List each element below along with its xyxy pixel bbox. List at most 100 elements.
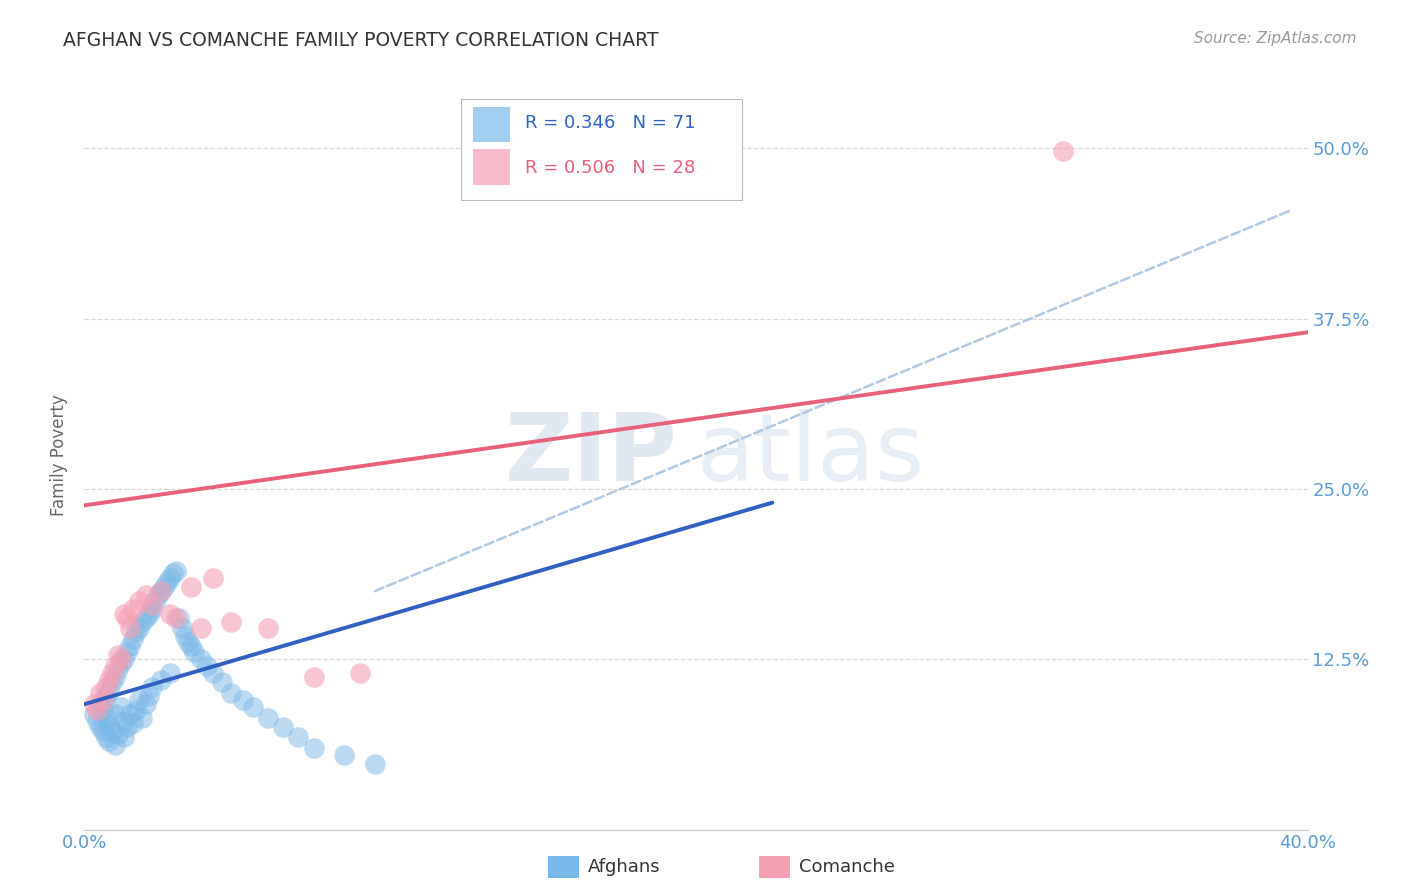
Point bbox=[104, 659, 127, 673]
Point bbox=[167, 611, 190, 625]
Point bbox=[107, 662, 129, 676]
Point bbox=[149, 673, 172, 687]
Point bbox=[149, 584, 172, 599]
Y-axis label: Family Poverty: Family Poverty bbox=[51, 394, 69, 516]
Point bbox=[219, 686, 242, 700]
Point bbox=[165, 564, 187, 578]
FancyBboxPatch shape bbox=[474, 149, 510, 186]
Point bbox=[86, 714, 108, 728]
Point bbox=[138, 607, 160, 622]
Point bbox=[91, 703, 114, 717]
Point bbox=[94, 711, 117, 725]
Point bbox=[104, 738, 127, 752]
Point bbox=[180, 580, 202, 594]
Point bbox=[89, 720, 111, 734]
Point bbox=[211, 675, 233, 690]
Point bbox=[159, 570, 181, 584]
Point bbox=[91, 724, 114, 739]
Point bbox=[86, 703, 108, 717]
Point bbox=[141, 602, 163, 616]
Point bbox=[128, 693, 150, 707]
Point bbox=[128, 593, 150, 607]
Point bbox=[107, 727, 129, 741]
Point bbox=[135, 697, 157, 711]
Point bbox=[97, 673, 120, 687]
Point bbox=[83, 706, 105, 721]
Point bbox=[101, 665, 124, 680]
Point bbox=[131, 711, 153, 725]
Point bbox=[333, 747, 356, 762]
Point bbox=[174, 629, 197, 643]
Text: atlas: atlas bbox=[696, 409, 924, 501]
Text: R = 0.506   N = 28: R = 0.506 N = 28 bbox=[524, 159, 695, 177]
Point bbox=[138, 689, 160, 703]
Point bbox=[190, 652, 212, 666]
Point bbox=[159, 607, 181, 622]
Point bbox=[141, 598, 163, 612]
Point bbox=[1052, 144, 1074, 158]
Text: R = 0.346   N = 71: R = 0.346 N = 71 bbox=[524, 114, 695, 132]
Point bbox=[101, 675, 124, 690]
Point bbox=[257, 621, 280, 635]
Point bbox=[97, 717, 120, 731]
Point bbox=[110, 657, 132, 671]
Point bbox=[110, 652, 132, 666]
Point bbox=[302, 670, 325, 684]
Point bbox=[107, 648, 129, 663]
Point bbox=[177, 634, 200, 648]
Point bbox=[89, 697, 111, 711]
Point bbox=[110, 700, 132, 714]
Text: Afghans: Afghans bbox=[588, 858, 661, 876]
Point bbox=[257, 711, 280, 725]
Text: ZIP: ZIP bbox=[505, 409, 678, 501]
Point bbox=[94, 730, 117, 744]
Point bbox=[112, 607, 135, 622]
Point bbox=[156, 574, 179, 589]
Point bbox=[242, 700, 264, 714]
Point bbox=[120, 706, 142, 721]
Point bbox=[143, 593, 166, 607]
Point bbox=[287, 730, 309, 744]
Point bbox=[89, 686, 111, 700]
Point bbox=[349, 665, 371, 680]
Point bbox=[159, 665, 181, 680]
Point bbox=[172, 621, 194, 635]
Point bbox=[149, 584, 172, 599]
Point bbox=[94, 689, 117, 703]
Point bbox=[302, 740, 325, 755]
Point bbox=[146, 588, 169, 602]
Point bbox=[115, 611, 138, 625]
Point bbox=[201, 665, 224, 680]
Point bbox=[122, 716, 145, 731]
Text: Comanche: Comanche bbox=[799, 858, 894, 876]
Point bbox=[83, 697, 105, 711]
Point bbox=[94, 680, 117, 694]
Point bbox=[112, 652, 135, 666]
FancyBboxPatch shape bbox=[474, 106, 510, 143]
Point bbox=[120, 621, 142, 635]
Point bbox=[162, 566, 184, 581]
Point bbox=[125, 703, 148, 717]
Point bbox=[104, 706, 127, 721]
Point bbox=[122, 602, 145, 616]
Point bbox=[180, 639, 202, 653]
Point bbox=[183, 645, 205, 659]
Point bbox=[115, 720, 138, 734]
Point bbox=[91, 693, 114, 707]
Point bbox=[104, 670, 127, 684]
Point bbox=[201, 570, 224, 584]
Text: Source: ZipAtlas.com: Source: ZipAtlas.com bbox=[1194, 31, 1357, 46]
Point bbox=[101, 724, 124, 739]
Point bbox=[271, 720, 294, 734]
Text: AFGHAN VS COMANCHE FAMILY POVERTY CORRELATION CHART: AFGHAN VS COMANCHE FAMILY POVERTY CORREL… bbox=[63, 31, 659, 50]
FancyBboxPatch shape bbox=[461, 99, 742, 200]
Point bbox=[190, 621, 212, 635]
Point bbox=[97, 683, 120, 698]
Point bbox=[112, 714, 135, 728]
Point bbox=[165, 611, 187, 625]
Point bbox=[131, 615, 153, 630]
Point bbox=[364, 757, 387, 772]
Point bbox=[97, 734, 120, 748]
Point bbox=[219, 615, 242, 630]
Point bbox=[141, 680, 163, 694]
